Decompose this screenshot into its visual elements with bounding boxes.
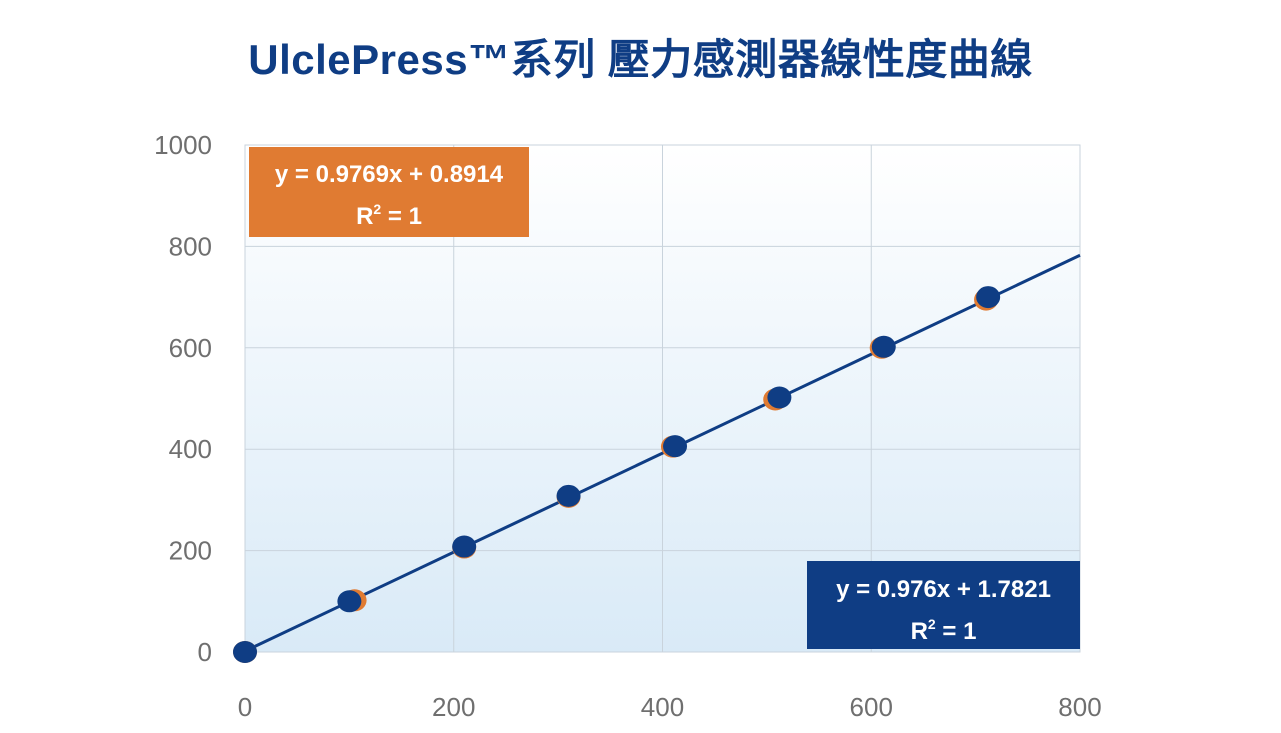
- navy-data-point: [556, 484, 581, 507]
- navy-data-point: [337, 590, 362, 613]
- navy-equation: y = 0.976x + 1.7821: [836, 576, 1051, 603]
- chart-title: UlclePress™系列 壓力感測器線性度曲線: [248, 36, 1033, 83]
- x-axis-ticks: 0 200 400 600 800: [238, 692, 1102, 722]
- y-tick-label: 200: [169, 536, 212, 566]
- y-tick-label: 600: [169, 333, 212, 363]
- navy-r-squared: R2 = 1: [910, 616, 977, 645]
- orange-trendline-label: y = 0.9769x + 0.8914 R2 = 1: [249, 147, 529, 237]
- y-tick-label: 800: [169, 231, 212, 261]
- x-tick-label: 800: [1058, 692, 1101, 722]
- trendline: [244, 253, 1081, 653]
- navy-data-point: [976, 286, 1001, 309]
- navy-data-point: [452, 535, 477, 558]
- orange-r-squared: R2 = 1: [356, 201, 422, 230]
- navy-data-point: [233, 641, 257, 663]
- navy-trendline-label: y = 0.976x + 1.7821 R2 = 1: [807, 561, 1080, 649]
- data-points: [233, 286, 1001, 663]
- y-axis-ticks: 0 200 400 600 800 1000: [154, 130, 212, 667]
- x-tick-label: 400: [641, 692, 684, 722]
- orange-equation: y = 0.9769x + 0.8914: [274, 161, 504, 188]
- x-tick-label: 200: [432, 692, 475, 722]
- trendlines: [244, 253, 1081, 653]
- x-tick-label: 0: [238, 692, 252, 722]
- x-tick-label: 600: [850, 692, 893, 722]
- plot-border: [244, 144, 1081, 653]
- y-tick-label: 0: [198, 637, 212, 667]
- y-tick-label: 1000: [154, 130, 212, 160]
- navy-data-point: [663, 435, 688, 458]
- navy-data-point: [767, 386, 792, 409]
- navy-data-point: [871, 335, 896, 358]
- y-tick-label: 400: [169, 434, 212, 464]
